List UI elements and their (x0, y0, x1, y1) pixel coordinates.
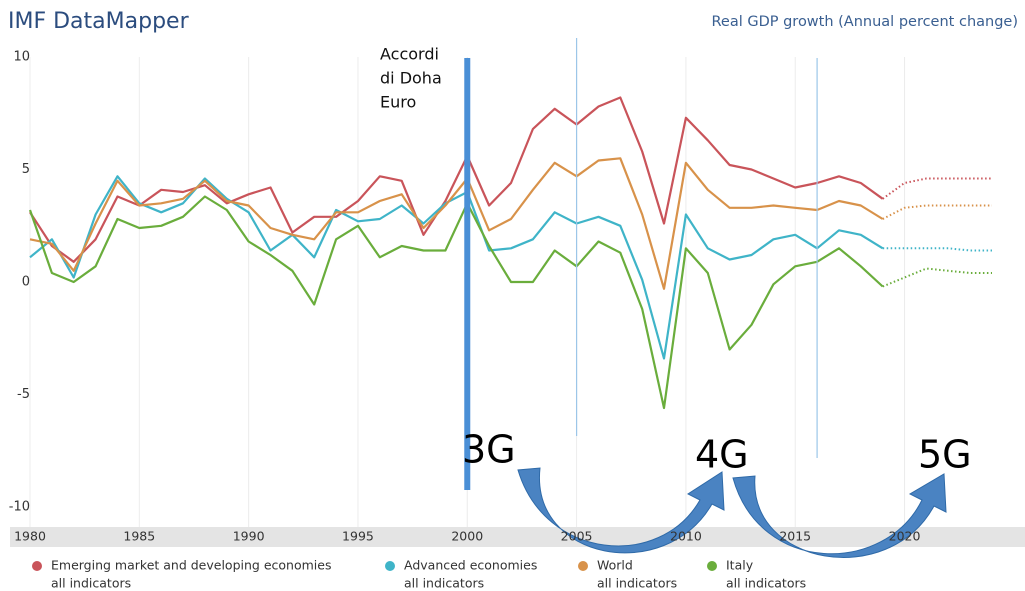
x-tick-label: 2000 (451, 529, 483, 544)
generation-label: 4G (695, 433, 749, 477)
legend-label: Italy (726, 558, 754, 573)
series-line (882, 177, 992, 200)
y-tick-label: 5 (22, 162, 30, 177)
arrow (517, 467, 725, 554)
x-tick-label: 2005 (561, 529, 593, 544)
legend-sublabel: all indicators (404, 576, 484, 591)
y-tick-label: -10 (9, 500, 30, 515)
x-tick-label: 2010 (670, 529, 702, 544)
x-tick-label: 2020 (889, 529, 921, 544)
legend-marker (707, 561, 717, 571)
legend-label: Advanced economies (404, 558, 537, 573)
legend-sublabel: all indicators (726, 576, 806, 591)
arrow (732, 473, 947, 558)
annotation: di Doha (380, 69, 442, 88)
x-axis-band (10, 527, 1025, 547)
legend-marker (32, 561, 42, 571)
series-line (29, 175, 884, 360)
y-tick-label: 0 (22, 275, 30, 290)
legend-sublabel: all indicators (597, 576, 677, 591)
x-tick-labels: 1980 1985 1990 1995 2000 2005 2010 2015 2020 (14, 529, 920, 544)
series-line (29, 96, 884, 263)
x-tick-label: 1995 (342, 529, 374, 544)
legend: Emerging market and developing economies… (32, 558, 806, 591)
annotation: Accordi (380, 45, 439, 64)
x-tick-label: 1980 (14, 529, 46, 544)
x-tick-label: 1985 (123, 529, 155, 544)
lines (28, 96, 992, 410)
legend-label: Emerging market and developing economies (51, 558, 331, 573)
legend-sublabel: all indicators (51, 576, 131, 591)
arrows (517, 467, 947, 558)
series-line (882, 204, 992, 220)
legend-marker (385, 561, 395, 571)
generation-label: 5G (918, 433, 972, 477)
series-line (29, 157, 884, 290)
x-tick-label: 1990 (233, 529, 265, 544)
x-tick-label: 2015 (779, 529, 811, 544)
legend-marker (578, 561, 588, 571)
legend-label: World (597, 558, 633, 573)
chart-title: IMF DataMapper (8, 9, 190, 34)
annotation: Euro (380, 93, 416, 112)
annotations: Accordi di Doha Euro 3G 4G 5G (380, 38, 972, 490)
y-tick-label: 10 (13, 50, 30, 65)
generation-label: 3G (462, 428, 516, 472)
chart-subtitle: Real GDP growth (Annual percent change) (711, 14, 1018, 30)
series-line (28, 195, 884, 410)
y-tick-label: -5 (17, 387, 30, 402)
